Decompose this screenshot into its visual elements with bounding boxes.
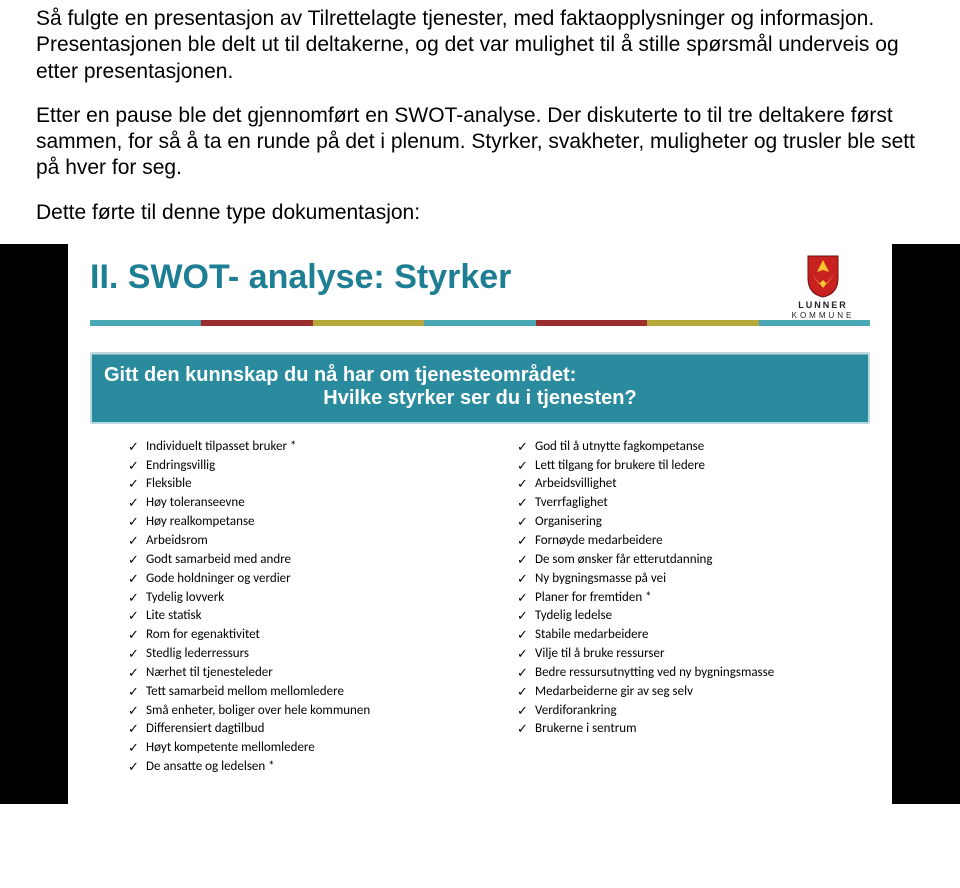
- question-line-2: Hvilke styrker ser du i tjenesten?: [104, 387, 856, 410]
- list-item: Nærhet til tjenesteleder: [128, 664, 481, 683]
- list-item: De ansatte og ledelsen *: [128, 758, 481, 777]
- list-item: Høy toleranseevne: [128, 494, 481, 513]
- stripe-segment: [759, 320, 870, 326]
- list-item: Bedre ressursutnytting ved ny bygningsma…: [517, 664, 870, 683]
- list-item: Differensiert dagtilbud: [128, 720, 481, 739]
- list-item: Medarbeiderne gir av seg selv: [517, 683, 870, 702]
- question-bar: Gitt den kunnskap du nå har om tjenesteo…: [90, 352, 870, 424]
- logo-caption: LUNNER KOMMUNE: [778, 300, 868, 320]
- list-item: Godt samarbeid med andre: [128, 551, 481, 570]
- list-item: Planer for fremtiden *: [517, 589, 870, 608]
- list-item: Lett tilgang for brukere til ledere: [517, 457, 870, 476]
- stripe-segment: [90, 320, 201, 326]
- list-item: Organisering: [517, 513, 870, 532]
- intro-paragraph-3: Dette førte til denne type dokumentasjon…: [36, 200, 924, 226]
- list-item: Fornøyde medarbeidere: [517, 532, 870, 551]
- list-item: Arbeidsvillighet: [517, 475, 870, 494]
- logo: LUNNER KOMMUNE: [778, 254, 868, 320]
- list-item: Høy realkompetanse: [128, 513, 481, 532]
- stripe-segment: [647, 320, 758, 326]
- list-item: Endringsvillig: [128, 457, 481, 476]
- page: Så fulgte en presentasjon av Tilrettelag…: [0, 0, 960, 888]
- list-item: Rom for egenaktivitet: [128, 626, 481, 645]
- list-item: Tverrfaglighet: [517, 494, 870, 513]
- list-column-right: God til å utnytte fagkompetanseLett tilg…: [517, 438, 870, 777]
- slide-frame: II. SWOT- analyse: Styrker LUNNER KOMMUN…: [0, 244, 960, 804]
- list-columns: Individuelt tilpasset bruker *Endringsvi…: [68, 424, 892, 777]
- list-item: Tydelig ledelse: [517, 607, 870, 626]
- slide-title: II. SWOT- analyse: Styrker: [90, 258, 870, 297]
- list-item: God til å utnytte fagkompetanse: [517, 438, 870, 457]
- list-item: Høyt kompetente mellomledere: [128, 739, 481, 758]
- list-item: Stedlig lederressurs: [128, 645, 481, 664]
- list-item: Gode holdninger og verdier: [128, 570, 481, 589]
- list-item: Tett samarbeid mellom mellomledere: [128, 683, 481, 702]
- stripe-segment: [536, 320, 647, 326]
- list-item: Stabile medarbeidere: [517, 626, 870, 645]
- list-item: Lite statisk: [128, 607, 481, 626]
- slide-header: II. SWOT- analyse: Styrker LUNNER KOMMUN…: [68, 244, 892, 342]
- list-item: Ny bygningsmasse på vei: [517, 570, 870, 589]
- list-item: Brukerne i sentrum: [517, 720, 870, 739]
- list-item: Arbeidsrom: [128, 532, 481, 551]
- list-item: Vilje til å bruke ressurser: [517, 645, 870, 664]
- stripe-segment: [424, 320, 535, 326]
- list-column-left: Individuelt tilpasset bruker *Endringsvi…: [128, 438, 481, 777]
- intro-paragraph-1: Så fulgte en presentasjon av Tilrettelag…: [36, 6, 924, 85]
- list-item: Tydelig lovverk: [128, 589, 481, 608]
- slide: II. SWOT- analyse: Styrker LUNNER KOMMUN…: [68, 244, 892, 804]
- list-item: Små enheter, boliger over hele kommunen: [128, 702, 481, 721]
- question-line-1: Gitt den kunnskap du nå har om tjenesteo…: [104, 364, 856, 387]
- list-item: Individuelt tilpasset bruker *: [128, 438, 481, 457]
- logo-bottom-line: KOMMUNE: [778, 311, 868, 320]
- list-item: Verdiforankring: [517, 702, 870, 721]
- shield-icon: [804, 254, 842, 298]
- stripe-segment: [201, 320, 312, 326]
- stripe-segment: [313, 320, 424, 326]
- color-stripe: [90, 320, 870, 326]
- logo-top-line: LUNNER: [798, 300, 848, 310]
- list-item: Fleksible: [128, 475, 481, 494]
- intro-paragraph-2: Etter en pause ble det gjennomført en SW…: [36, 103, 924, 182]
- question-wrapper: Gitt den kunnskap du nå har om tjenesteo…: [68, 352, 892, 424]
- intro-text-block: Så fulgte en presentasjon av Tilrettelag…: [0, 0, 960, 226]
- list-item: De som ønsker får etterutdanning: [517, 551, 870, 570]
